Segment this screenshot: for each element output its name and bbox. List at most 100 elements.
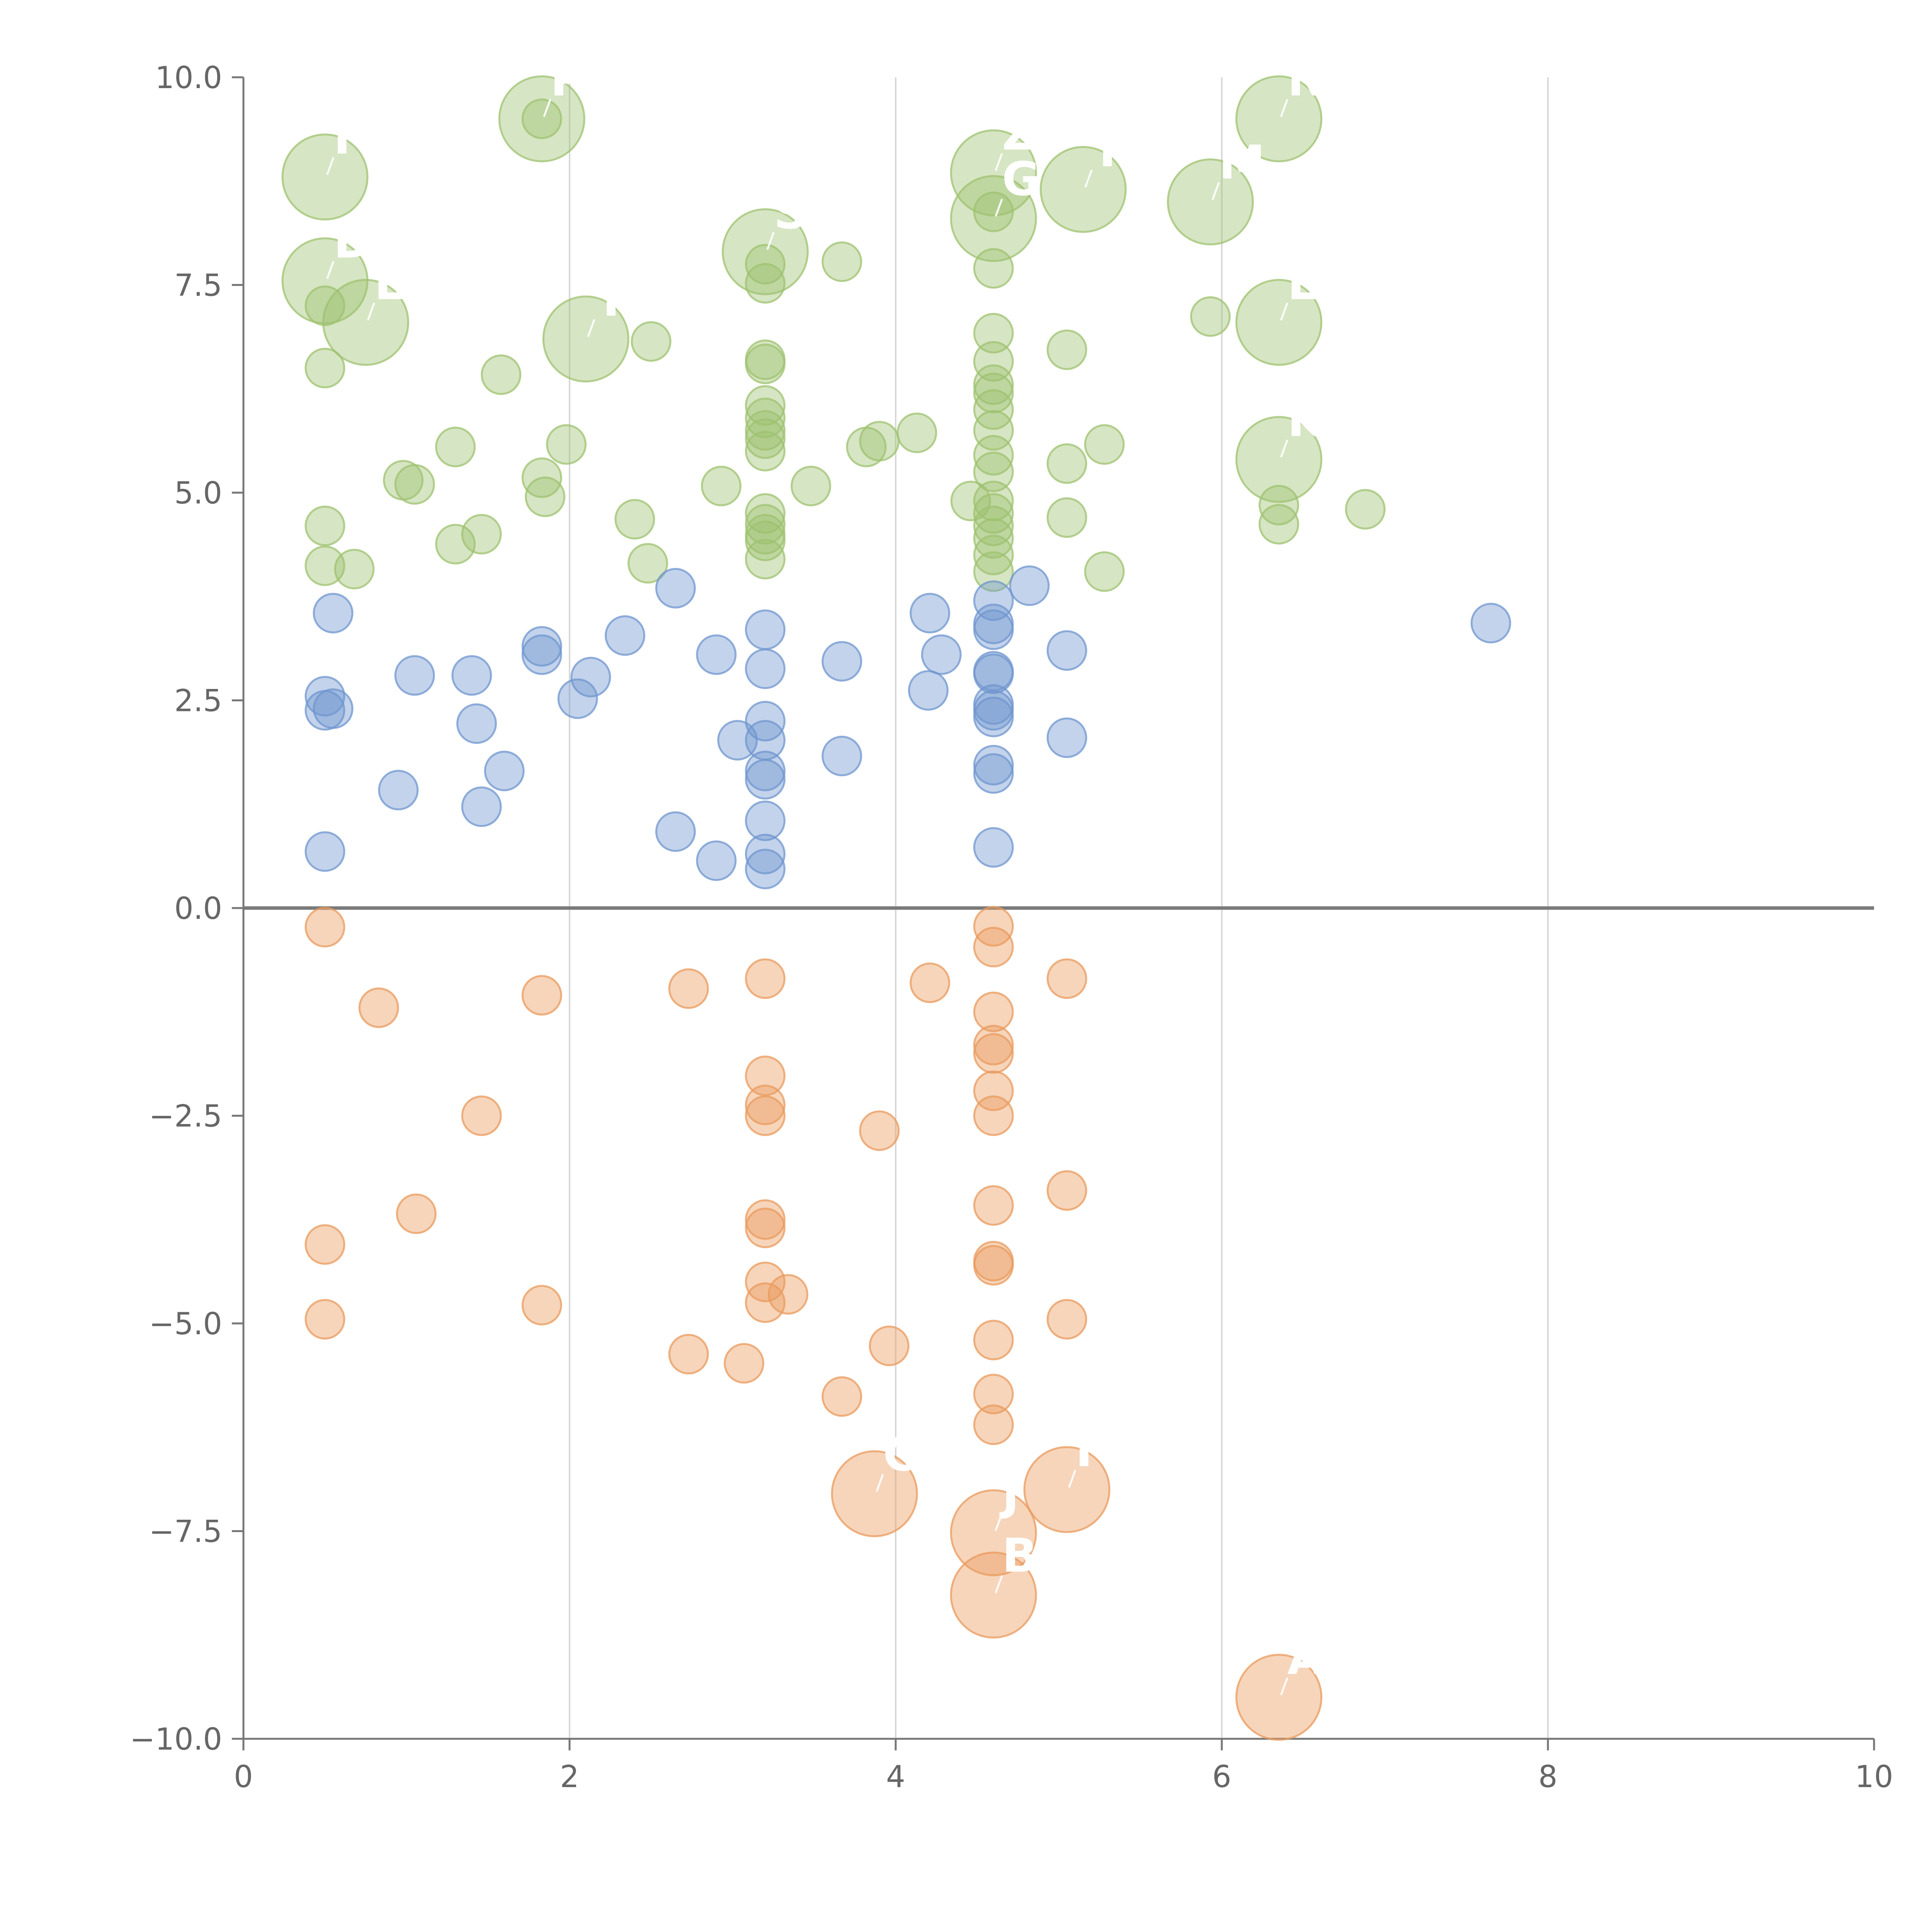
orange-bubble	[745, 1262, 786, 1302]
label-leader-line	[1211, 182, 1220, 200]
blue-bubble	[304, 831, 345, 872]
green-bubble	[745, 344, 786, 384]
orange-bubble	[358, 987, 399, 1028]
x-tick-label: 8	[1538, 1760, 1558, 1794]
orange-bubble	[973, 1320, 1014, 1361]
green-bubble	[1046, 329, 1087, 370]
blue-bubble	[821, 641, 862, 682]
blue-bubble	[910, 593, 951, 634]
blue-bubble	[313, 688, 354, 729]
green-bubble	[973, 410, 1014, 451]
green-bubble	[1046, 443, 1087, 484]
green-bubble	[973, 341, 1014, 382]
orange-bubble	[668, 968, 709, 1009]
orange-bubble	[821, 1376, 862, 1417]
green-bubble	[791, 466, 832, 507]
blue-bubble	[696, 840, 737, 881]
blue-bubble	[821, 736, 862, 777]
orange-bubble	[396, 1193, 437, 1234]
label-leader-line	[995, 1575, 1003, 1594]
blue-bubble	[1470, 603, 1511, 644]
orange-bubble	[1046, 1299, 1087, 1340]
blue-bubble	[378, 770, 419, 811]
green-bubble	[821, 241, 862, 282]
label-leader-line	[543, 99, 551, 117]
orange-bubble	[745, 1095, 786, 1136]
green-bubble	[461, 514, 502, 554]
green-bubble	[546, 424, 587, 465]
orange-bubble	[973, 992, 1014, 1032]
point-label: A	[1287, 1631, 1323, 1685]
y-tick-label: 5.0	[174, 476, 222, 511]
orange-bubble	[461, 1095, 502, 1136]
green-bubble	[721, 208, 809, 295]
orange-bubble	[767, 1274, 808, 1315]
orange-bubble	[973, 1374, 1014, 1415]
label-leader-line	[1280, 439, 1289, 458]
green-bubble	[745, 410, 786, 451]
green-bubble	[631, 321, 672, 362]
green-bubble	[973, 534, 1014, 575]
green-bubble	[304, 505, 345, 546]
green-bubble	[745, 431, 786, 471]
blue-bubble	[973, 745, 1014, 786]
point-label: S	[774, 186, 807, 240]
green-bubble	[973, 313, 1014, 354]
y-tick-label: 0.0	[174, 891, 222, 926]
y-tick-label: −7.5	[149, 1515, 222, 1549]
blue-bubble	[655, 811, 696, 852]
blue-bubble	[973, 697, 1014, 737]
blue-bubble	[451, 655, 492, 696]
blue-bubble	[304, 676, 345, 717]
label-leader-line	[587, 319, 595, 337]
green-bubble	[435, 427, 476, 468]
green-bubble	[973, 435, 1014, 476]
green-bubble	[304, 545, 345, 586]
blue-bubble	[745, 609, 786, 650]
orange-bubble	[859, 1110, 900, 1151]
x-tick-label: 2	[560, 1760, 579, 1794]
green-bubble	[498, 75, 585, 162]
orange-bubble	[745, 1055, 786, 1096]
y-tick-label: −10.0	[130, 1722, 222, 1757]
orange-bubble	[973, 1025, 1014, 1066]
green-bubble	[745, 263, 786, 304]
label-leader-line	[1068, 1469, 1077, 1488]
blue-bubble	[313, 593, 354, 634]
green-bubble	[1190, 296, 1231, 337]
orange-bubble	[973, 1095, 1014, 1136]
green-bubble	[973, 518, 1014, 559]
green-bubble	[973, 505, 1014, 546]
label-leader-line	[1280, 302, 1289, 321]
green-bubble	[973, 191, 1014, 232]
orange-bubble	[973, 1404, 1014, 1445]
green-bubble	[745, 539, 786, 580]
point-label: J	[999, 1467, 1019, 1520]
green-bubble	[973, 551, 1014, 592]
blue-bubble	[745, 849, 786, 889]
blue-bubble	[973, 653, 1014, 694]
green-bubble	[745, 398, 786, 438]
green-bubble	[334, 549, 375, 590]
green-bubble	[521, 99, 562, 139]
green-bubble	[304, 348, 345, 388]
label-leader-line	[326, 157, 335, 175]
orange-bubble	[521, 975, 562, 1016]
point-label: Y	[594, 273, 629, 327]
green-bubble	[745, 504, 786, 545]
blue-bubble	[921, 634, 962, 675]
blue-bubble	[973, 827, 1014, 868]
green-bubble	[1039, 146, 1127, 233]
point-label: P	[550, 53, 584, 107]
green-bubble	[435, 524, 476, 565]
orange-bubble	[910, 963, 951, 1003]
y-tick-label: 2.5	[174, 684, 222, 719]
y-tick-label: 7.5	[174, 269, 222, 303]
points-layer	[281, 75, 1511, 1741]
blue-bubble	[484, 750, 525, 791]
orange-bubble	[973, 1033, 1014, 1074]
blue-bubble	[394, 655, 435, 696]
blue-bubble	[557, 678, 598, 719]
orange-bubble	[973, 1070, 1014, 1111]
